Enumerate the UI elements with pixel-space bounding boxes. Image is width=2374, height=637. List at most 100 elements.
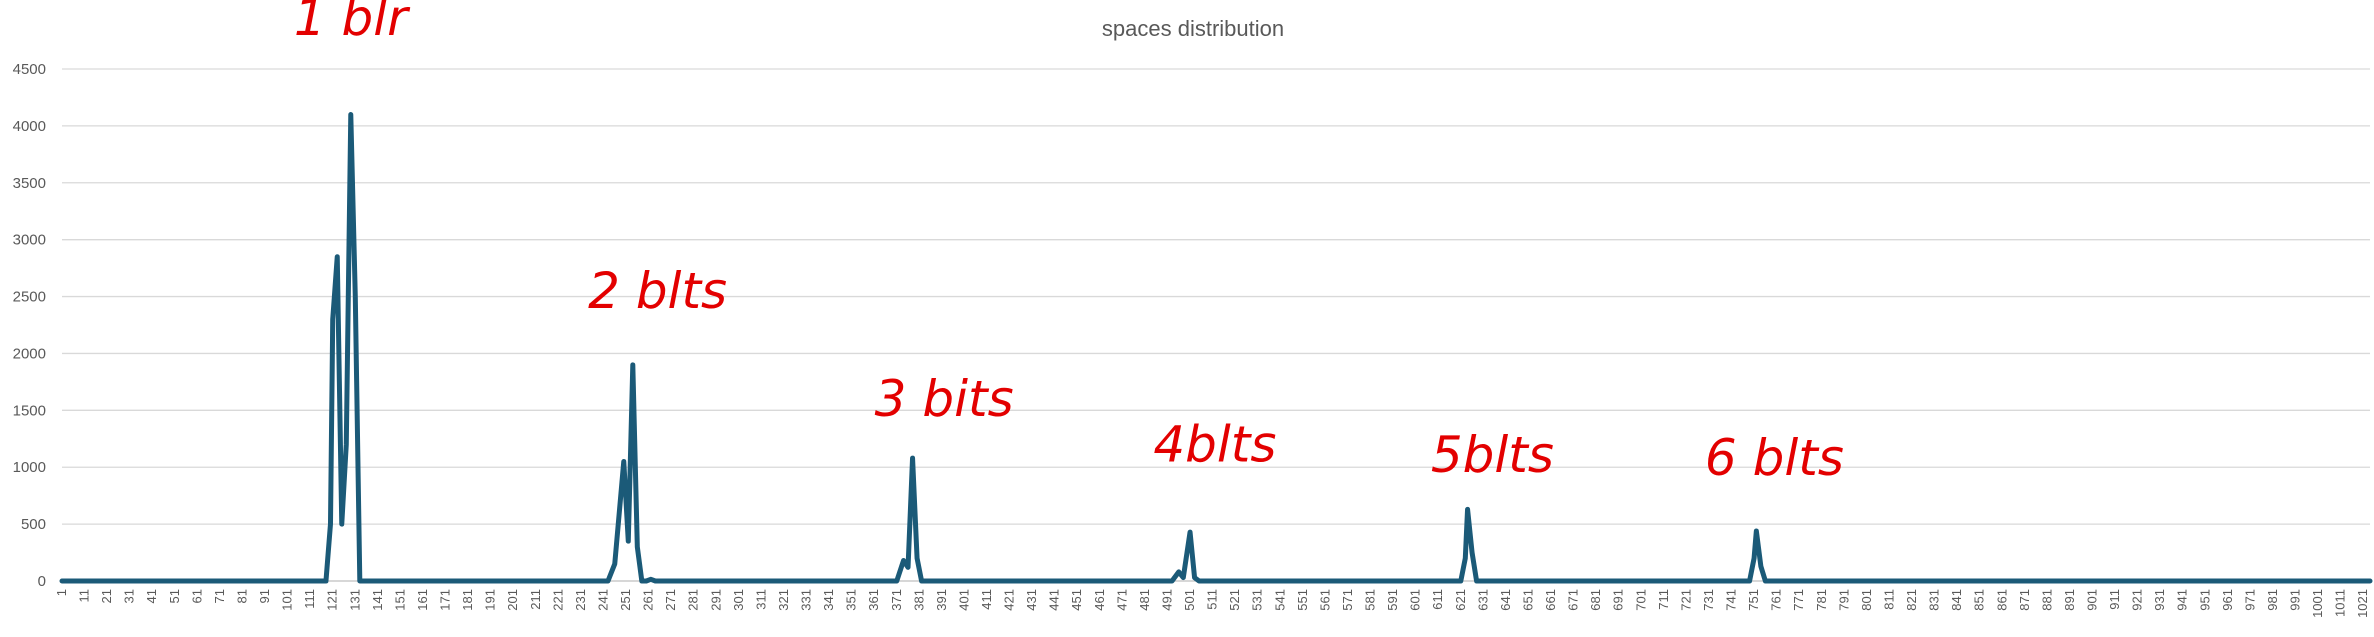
series-layer xyxy=(59,112,2373,584)
x-tick-label: 211 xyxy=(528,589,543,610)
annotation-label: 3 bits xyxy=(875,370,1014,428)
x-tick-label: 461 xyxy=(1092,589,1107,611)
x-tick-label: 181 xyxy=(460,589,475,611)
x-tick-label: 971 xyxy=(2242,589,2257,611)
x-tick-label: 171 xyxy=(438,589,453,611)
y-axis-ticks: 0 500 1000 1500 2000 2500 3000 3500 4000 4500 xyxy=(13,61,46,590)
x-tick-label: 151 xyxy=(392,589,407,611)
x-tick-label: 331 xyxy=(799,589,814,611)
x-tick-label: 531 xyxy=(1250,589,1265,611)
x-tick-label: 471 xyxy=(1114,589,1129,611)
x-tick-label: 881 xyxy=(2039,589,2054,611)
x-tick-label: 451 xyxy=(1069,589,1084,611)
x-tick-label: 1001 xyxy=(2310,589,2325,618)
x-tick-label: 91 xyxy=(257,589,272,603)
x-tick-label: 391 xyxy=(934,589,949,611)
annotation-label: 2 blts xyxy=(588,262,727,320)
y-tick-label: 2500 xyxy=(13,289,46,306)
x-tick-label: 131 xyxy=(347,589,362,611)
y-tick-label: 1500 xyxy=(13,402,46,419)
annotation-label: 5blts xyxy=(1431,426,1554,484)
x-tick-label: 381 xyxy=(911,589,926,611)
x-tick-label: 771 xyxy=(1791,589,1806,611)
x-tick-label: 711 xyxy=(1656,589,1671,610)
x-tick-label: 311 xyxy=(753,589,768,610)
x-tick-label: 241 xyxy=(595,589,610,611)
x-tick-label: 661 xyxy=(1543,589,1558,611)
x-tick-label: 161 xyxy=(415,589,430,611)
y-tick-label: 3000 xyxy=(13,232,46,249)
x-tick-label: 801 xyxy=(1859,589,1874,611)
y-tick-label: 4000 xyxy=(13,118,46,135)
x-tick-label: 401 xyxy=(956,589,971,611)
x-tick-label: 1021 xyxy=(2355,589,2370,618)
x-tick-label: 501 xyxy=(1182,589,1197,611)
chart-title: spaces distribution xyxy=(1102,16,1284,41)
y-tick-label: 2000 xyxy=(13,345,46,362)
x-tick-label: 411 xyxy=(979,589,994,610)
x-tick-label: 541 xyxy=(1272,589,1287,611)
x-tick-label: 71 xyxy=(212,589,227,603)
x-tick-label: 791 xyxy=(1836,589,1851,611)
x-tick-label: 721 xyxy=(1678,589,1693,611)
x-tick-label: 581 xyxy=(1363,589,1378,611)
x-tick-label: 321 xyxy=(776,589,791,611)
x-tick-label: 911 xyxy=(2107,589,2122,610)
x-tick-label: 351 xyxy=(844,589,859,611)
x-tick-label: 631 xyxy=(1475,589,1490,611)
x-tick-label: 431 xyxy=(1024,589,1039,611)
x-tick-label: 671 xyxy=(1566,589,1581,611)
x-tick-label: 1 xyxy=(54,589,69,596)
x-tick-label: 931 xyxy=(2152,589,2167,611)
x-tick-label: 641 xyxy=(1498,589,1513,611)
x-tick-label: 901 xyxy=(2084,589,2099,611)
x-tick-label: 41 xyxy=(144,589,159,603)
x-tick-label: 511 xyxy=(1205,589,1220,610)
x-tick-label: 741 xyxy=(1724,589,1739,611)
annotation-label: 1 blr xyxy=(294,0,411,47)
x-tick-label: 191 xyxy=(483,589,498,611)
x-tick-label: 701 xyxy=(1633,589,1648,611)
annotation-layer: 1 blr 2 blts 3 bits 4blts 5blts 6 blts xyxy=(294,0,1844,487)
annotation-label: 4blts xyxy=(1153,416,1276,474)
x-tick-label: 81 xyxy=(234,589,249,603)
x-axis-ticks: 1 11 21 31 41 51 61 71 81 91 101 111 121 131 141 151 161… xyxy=(54,589,2370,618)
x-tick-label: 61 xyxy=(189,589,204,603)
y-tick-label: 3500 xyxy=(13,175,46,192)
x-tick-label: 571 xyxy=(1340,589,1355,611)
x-tick-label: 731 xyxy=(1701,589,1716,611)
x-tick-label: 921 xyxy=(2130,589,2145,611)
x-tick-label: 961 xyxy=(2220,589,2235,611)
x-tick-label: 251 xyxy=(618,589,633,611)
x-tick-label: 111 xyxy=(302,589,317,609)
x-tick-label: 591 xyxy=(1385,589,1400,611)
x-tick-label: 991 xyxy=(2288,589,2303,611)
x-tick-label: 981 xyxy=(2265,589,2280,611)
x-tick-label: 781 xyxy=(1814,589,1829,611)
y-tick-label: 4500 xyxy=(13,61,46,78)
x-tick-label: 621 xyxy=(1453,589,1468,611)
x-tick-label: 21 xyxy=(99,589,114,603)
x-tick-label: 51 xyxy=(167,589,182,603)
x-tick-label: 421 xyxy=(1002,589,1017,611)
x-tick-label: 651 xyxy=(1520,589,1535,611)
x-tick-label: 601 xyxy=(1408,589,1423,611)
x-tick-label: 751 xyxy=(1746,589,1761,611)
x-tick-label: 441 xyxy=(1047,589,1062,611)
x-tick-label: 611 xyxy=(1430,589,1445,610)
x-tick-label: 371 xyxy=(889,589,904,611)
x-tick-label: 841 xyxy=(1949,589,1964,611)
y-tick-label: 1000 xyxy=(13,459,46,476)
x-tick-label: 951 xyxy=(2197,589,2212,611)
x-tick-label: 861 xyxy=(1994,589,2009,611)
y-tick-label: 500 xyxy=(21,516,46,533)
x-tick-label: 301 xyxy=(731,589,746,611)
x-tick-label: 811 xyxy=(1881,589,1896,610)
series-line xyxy=(59,112,2373,584)
x-tick-label: 761 xyxy=(1769,589,1784,611)
x-tick-label: 821 xyxy=(1904,589,1919,611)
x-tick-label: 121 xyxy=(325,589,340,611)
x-tick-label: 561 xyxy=(1317,589,1332,611)
